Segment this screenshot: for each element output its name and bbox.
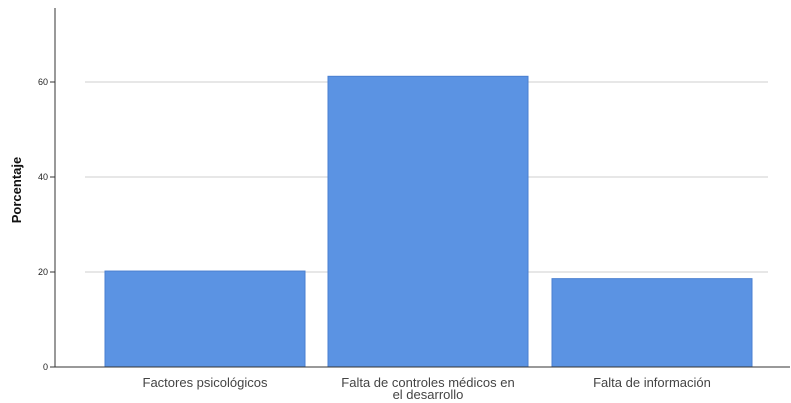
x-tick-label-2-line-1: Falta de controles médicos en [341,375,514,390]
y-axis-label: Porcentaje [9,157,24,223]
bar-3 [551,278,753,368]
bar-1 [104,270,306,368]
y-tick-label-0: 0 [43,362,48,372]
y-tick-label-40: 40 [38,172,48,182]
bars [104,75,753,368]
x-tick-label-1: Factores psicológicos [143,375,268,390]
x-axis: Factores psicológicos Falta de controles … [55,366,790,402]
x-tick-label-2-line-2: el desarrollo [393,387,464,402]
y-axis: 0 20 40 60 [38,8,56,372]
y-tick-label-60: 60 [38,77,48,87]
bar-2 [327,75,529,368]
x-tick-label-3: Falta de información [593,375,711,390]
y-tick-label-20: 20 [38,267,48,277]
